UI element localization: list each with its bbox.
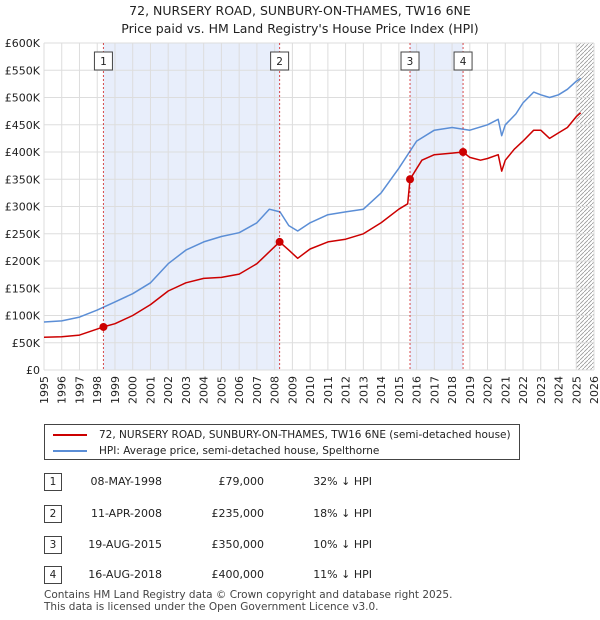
x-tick-label: 2008 [269, 376, 282, 404]
tx-date: 08-MAY-1998 [90, 475, 162, 488]
y-tick-label: £100K [5, 310, 41, 323]
y-tick-label: £400K [5, 146, 41, 159]
tx-price: £400,000 [211, 568, 265, 581]
x-tick-label: 2024 [553, 376, 566, 404]
x-tick-label: 2021 [499, 376, 512, 404]
tx-delta: 11% ↓ HPI [313, 568, 372, 581]
chart-subtitle: Price paid vs. HM Land Registry's House … [121, 21, 479, 36]
footer-licence: This data is licensed under the Open Gov… [44, 601, 379, 613]
tx-delta: 10% ↓ HPI [313, 538, 372, 551]
x-tick-label: 2003 [180, 376, 193, 404]
tx-date: 11-APR-2008 [90, 507, 162, 520]
x-tick-label: 2000 [127, 376, 140, 404]
x-tick-label: 2017 [428, 376, 441, 404]
x-tick-label: 2023 [535, 376, 548, 404]
y-tick-label: £150K [5, 282, 41, 295]
price-chart: 1 2 3 4 £0 £50K £100K £150K £200K £250K £300K £350… [5, 37, 600, 404]
x-tick-label: 2004 [198, 376, 211, 404]
sale-point [99, 322, 108, 331]
x-tick-label: 1998 [91, 376, 104, 404]
y-tick-label: £200K [5, 255, 41, 268]
tx-price: £79,000 [218, 475, 265, 488]
tx-price: £350,000 [211, 538, 265, 551]
x-tick-label: 1997 [73, 376, 86, 404]
sale-marker-box [453, 51, 473, 71]
x-tick-label: 2018 [446, 376, 459, 404]
sale-point [406, 175, 415, 184]
x-tick-label: 1996 [56, 376, 69, 404]
sale-marker-label: 4 [460, 56, 467, 68]
y-tick-label: £0 [26, 364, 40, 377]
property-price-line [43, 112, 582, 339]
tx-date: 19-AUG-2015 [88, 538, 162, 551]
footer-copyright: Contains HM Land Registry data © Crown c… [44, 589, 453, 601]
chart-legend: 72, NURSERY ROAD, SUNBURY-ON-THAMES, TW1… [44, 424, 520, 460]
sale-point [275, 237, 284, 246]
x-tick-label: 2020 [482, 376, 495, 404]
x-tick-label: 2009 [286, 376, 299, 404]
y-tick-label: £50K [12, 337, 41, 350]
y-tick-label: £500K [5, 92, 41, 105]
x-tick-label: 2002 [162, 376, 175, 404]
sale-marker-box [270, 51, 290, 71]
y-tick-label: £450K [5, 119, 41, 132]
tx-marker: 1 [44, 473, 62, 491]
x-tick-label: 1999 [109, 376, 122, 404]
footer: Contains HM Land Registry data © Crown c… [44, 589, 452, 613]
legend-swatch-property [53, 434, 87, 436]
tx-price: £235,000 [211, 507, 265, 520]
x-tick-label: 2012 [340, 376, 353, 404]
x-tick-label: 2026 [588, 376, 600, 404]
x-tick-label: 2019 [464, 376, 477, 404]
x-tick-label: 2016 [411, 376, 424, 404]
sale-marker-label: 3 [407, 56, 414, 68]
x-tick-label: 2014 [375, 376, 388, 404]
x-tick-label: 2025 [570, 376, 583, 404]
hpi-line [43, 77, 582, 323]
x-tick-label: 1995 [38, 376, 51, 404]
y-tick-label: £350K [5, 173, 41, 186]
sale-marker-box [400, 51, 420, 71]
tx-delta: 32% ↓ HPI [313, 475, 372, 488]
legend-label-property: 72, NURSERY ROAD, SUNBURY-ON-THAMES, TW1… [99, 429, 511, 441]
tx-delta: 18% ↓ HPI [313, 507, 372, 520]
legend-item-property: 72, NURSERY ROAD, SUNBURY-ON-THAMES, TW1… [53, 427, 511, 443]
x-tick-label: 2022 [517, 376, 530, 404]
sale-marker-label: 2 [276, 56, 283, 68]
x-tick-label: 2001 [144, 376, 157, 404]
x-tick-label: 2013 [357, 376, 370, 404]
sale-point [459, 148, 468, 156]
tx-marker: 3 [44, 536, 62, 554]
tx-date: 16-AUG-2018 [88, 568, 162, 581]
x-tick-label: 2005 [215, 376, 228, 404]
x-tick-label: 2015 [393, 376, 406, 404]
x-tick-label: 2010 [304, 376, 317, 404]
sale-marker-label: 1 [100, 56, 107, 68]
legend-item-hpi: HPI: Average price, semi-detached house,… [53, 443, 379, 459]
x-tick-label: 2007 [251, 376, 264, 404]
tx-marker: 4 [44, 566, 62, 584]
chart-title: 72, NURSERY ROAD, SUNBURY-ON-THAMES, TW1… [129, 3, 471, 18]
y-tick-label: £250K [5, 228, 41, 241]
sale-marker-box [93, 51, 113, 71]
tx-marker: 2 [44, 505, 62, 523]
x-tick-label: 2006 [233, 376, 246, 404]
x-tick-label: 2011 [322, 376, 335, 404]
legend-swatch-hpi [53, 450, 87, 452]
y-tick-label: £550K [5, 64, 41, 77]
y-tick-label: £600K [5, 37, 41, 50]
legend-label-hpi: HPI: Average price, semi-detached house,… [99, 445, 380, 457]
y-tick-label: £300K [5, 201, 41, 214]
